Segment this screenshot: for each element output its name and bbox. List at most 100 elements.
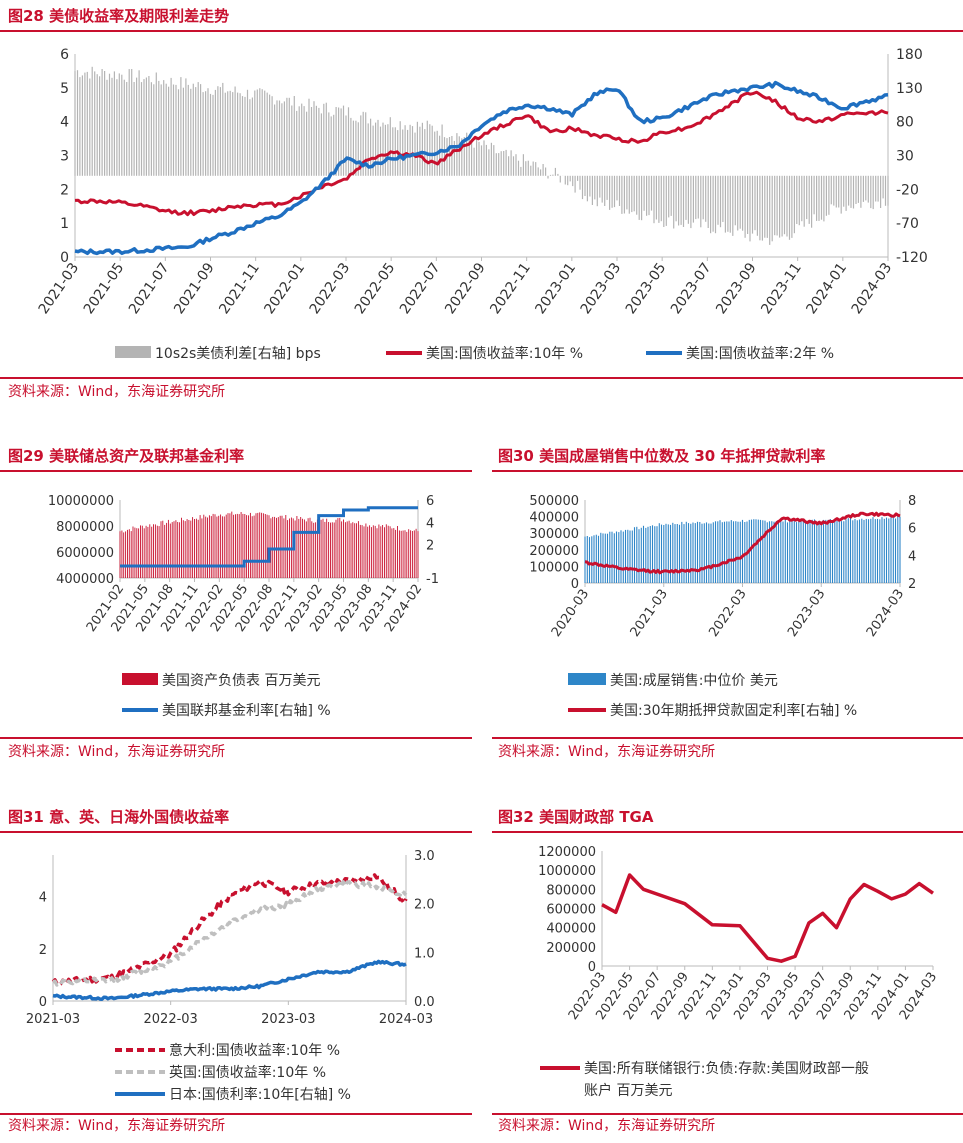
x-tick-label: 2024-01 <box>803 260 850 317</box>
right-tick-label: -20 <box>896 182 919 198</box>
x-tick-label: 2023-03 <box>578 260 625 317</box>
left-tick-label: 10000000 <box>48 494 114 509</box>
right-tick-label: -70 <box>896 216 919 232</box>
legend-label: 美国资产负债表 百万美元 <box>162 673 320 689</box>
right-tick-label: 2 <box>426 539 434 554</box>
figure-title: 图31 意、英、日海外国债收益率 <box>8 808 230 826</box>
right-tick-label: 3.0 <box>414 849 435 864</box>
right-tick-label: 6 <box>426 494 434 509</box>
source-note: 资料来源：Wind，东海证券研究所 <box>8 744 226 760</box>
left-tick-label: 4000000 <box>56 572 114 587</box>
left-tick-label: 100000 <box>529 560 579 575</box>
x-tick-label: 2024-03 <box>849 260 896 317</box>
x-tick-label: 2023-11 <box>758 260 805 317</box>
legend-label: 美国联邦基金利率[右轴] % <box>162 702 331 719</box>
legend-swatch <box>568 673 606 685</box>
left-tick-label: 2 <box>39 943 47 958</box>
left-tick-label: 200000 <box>546 941 596 956</box>
legend-label: 日本:国债利率:10年[右轴] % <box>169 1086 351 1103</box>
source-note: 资料来源：Wind，东海证券研究所 <box>8 384 226 400</box>
x-tick-label: 2021-03 <box>628 587 671 640</box>
x-tick-label: 2022-07 <box>397 260 444 317</box>
right-tick-label: 80 <box>896 115 914 131</box>
x-tick-label: 2021-03 <box>36 260 83 317</box>
right-tick-label: -1 <box>426 572 439 587</box>
legend-swatch <box>115 346 151 358</box>
x-tick-label: 2021-11 <box>216 260 263 317</box>
title-rule <box>0 831 472 833</box>
x-tick-label: 2024-03 <box>379 1012 433 1027</box>
panel-fig30: 图30 美国成屋销售中位数及 30 年抵押贷款利率 0 100000 200000 3… <box>492 440 963 770</box>
left-tick-label: 0 <box>571 577 579 592</box>
left-tick-label: 400000 <box>529 511 579 526</box>
left-tick-label: 4 <box>39 891 47 906</box>
left-tick-label: 1 <box>60 216 69 232</box>
source-rule <box>492 737 963 739</box>
right-tick-label: 180 <box>896 47 923 63</box>
legend-label: 意大利:国债收益率:10年 % <box>169 1042 340 1059</box>
left-tick-label: 5 <box>60 81 69 97</box>
legend-swatch <box>122 673 158 685</box>
left-tick-label: 800000 <box>546 883 596 898</box>
figure-title: 图32 美国财政部 TGA <box>498 808 654 826</box>
legend-label: 英国:国债收益率:10年 % <box>169 1064 326 1081</box>
x-tick-label: 2022-09 <box>442 260 489 317</box>
panel-fig29: 图29 美联储总资产及联邦基金利率 4000000 6000000 8000000 1… <box>0 440 472 770</box>
source-rule <box>492 1113 963 1115</box>
x-tick-label: 2023-01 <box>532 260 579 317</box>
right-tick-label: 1.0 <box>414 946 435 961</box>
left-tick-label: 0 <box>588 960 596 975</box>
source-rule <box>0 377 963 379</box>
left-tick-label: 0 <box>60 250 69 266</box>
series-line <box>74 80 889 256</box>
x-tick-label: 2021-07 <box>126 260 173 317</box>
title-rule <box>492 831 963 833</box>
left-tick-label: 200000 <box>529 544 579 559</box>
x-tick-label: 2023-07 <box>668 260 715 317</box>
right-tick-label: 2 <box>908 577 916 592</box>
chart-fig29: 40000006000000800000010000000-12462021-0… <box>48 494 439 719</box>
x-tick-label: 2021-05 <box>81 260 128 317</box>
x-tick-label: 2022-03 <box>706 587 749 640</box>
left-tick-label: 3 <box>60 149 69 165</box>
left-tick-label: 4 <box>60 115 69 131</box>
x-tick-label: 2023-03 <box>261 1012 315 1027</box>
right-tick-label: 30 <box>896 149 914 165</box>
left-tick-label: 6000000 <box>56 546 114 561</box>
x-tick-label: 2023-05 <box>623 260 670 317</box>
left-tick-label: 6 <box>60 47 69 63</box>
x-tick-label: 2022-01 <box>261 260 308 317</box>
source-note: 资料来源：Wind，东海证券研究所 <box>8 1118 226 1134</box>
series-line <box>52 880 408 987</box>
left-tick-label: 2 <box>60 182 69 198</box>
legend-label: 美国:国债收益率:10年 % <box>426 345 583 362</box>
source-rule <box>0 737 472 739</box>
title-rule <box>0 30 963 32</box>
series-line <box>584 511 901 575</box>
x-tick-label: 2021-09 <box>171 260 218 317</box>
right-tick-label: 0.0 <box>414 995 435 1010</box>
right-tick-label: 2.0 <box>414 898 435 913</box>
chart-fig31: 0 2 4 0.0 1.0 2.0 3.0 2021-03 2022-03 2023-03 2024… <box>26 849 435 1103</box>
series-line <box>51 873 408 987</box>
left-tick-label: 1000000 <box>538 864 596 879</box>
chart-fig28: 0123456-120-70-2030801301802021-032021-0… <box>36 47 928 362</box>
series-line <box>601 873 934 963</box>
series-line <box>120 506 418 568</box>
series-line <box>74 90 889 217</box>
source-rule <box>0 1113 472 1115</box>
left-tick-label: 600000 <box>546 903 596 918</box>
x-tick-label: 2023-09 <box>713 260 760 317</box>
legend-label: 美国:国债收益率:2年 % <box>686 345 834 362</box>
title-rule <box>0 470 472 472</box>
legend-label: 美国:成屋销售:中位价 美元 <box>610 673 778 689</box>
series-line <box>52 959 407 1001</box>
right-tick-label: 6 <box>908 522 916 537</box>
figure-title: 图29 美联储总资产及联邦基金利率 <box>8 447 245 465</box>
x-tick-label: 2023-03 <box>785 587 828 640</box>
left-tick-label: 0 <box>39 995 47 1010</box>
x-tick-label: 2022-05 <box>352 260 399 317</box>
left-tick-label: 400000 <box>546 922 596 937</box>
panel-fig28: 图28 美债收益率及期限利差走势 0 1 2 3 4 5 6 -120 -70 -20 30 80 13… <box>0 0 963 410</box>
